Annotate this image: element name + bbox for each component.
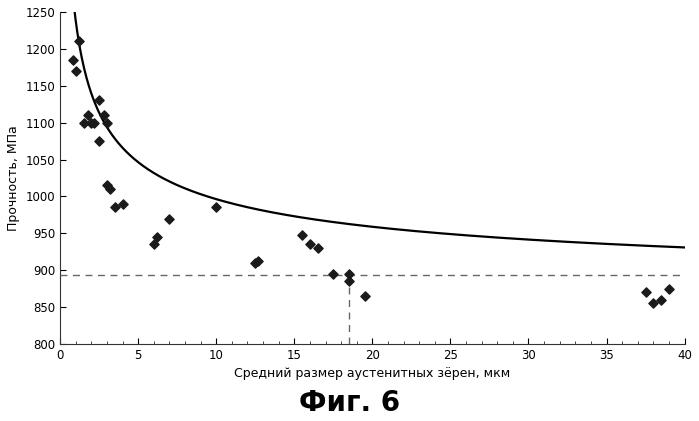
Text: Фиг. 6: Фиг. 6 xyxy=(299,389,400,417)
Point xyxy=(101,119,113,126)
Point xyxy=(164,215,175,222)
Point xyxy=(78,119,89,126)
Point xyxy=(359,293,370,299)
Point xyxy=(73,38,85,45)
Point xyxy=(210,204,222,211)
Point xyxy=(328,271,339,277)
Point xyxy=(343,271,354,277)
Point xyxy=(312,245,324,251)
Point xyxy=(94,97,105,104)
Point xyxy=(640,289,651,296)
Point xyxy=(343,278,354,285)
X-axis label: Средний размер аустенитных зёрен, мкм: Средний размер аустенитных зёрен, мкм xyxy=(234,368,510,381)
Point xyxy=(67,56,78,63)
Point xyxy=(656,296,667,303)
Point xyxy=(648,300,659,307)
Point xyxy=(82,112,94,119)
Point xyxy=(250,259,261,266)
Point xyxy=(304,241,315,248)
Y-axis label: Прочность, МПа: Прочность, МПа xyxy=(7,125,20,231)
Point xyxy=(101,182,113,189)
Point xyxy=(148,241,159,248)
Point xyxy=(86,119,97,126)
Point xyxy=(94,138,105,144)
Point xyxy=(296,232,308,238)
Point xyxy=(99,112,110,119)
Point xyxy=(89,119,100,126)
Point xyxy=(253,258,264,265)
Point xyxy=(109,204,120,211)
Point xyxy=(117,200,128,207)
Point xyxy=(104,186,115,192)
Point xyxy=(70,68,81,75)
Point xyxy=(663,285,675,292)
Point xyxy=(151,234,162,240)
